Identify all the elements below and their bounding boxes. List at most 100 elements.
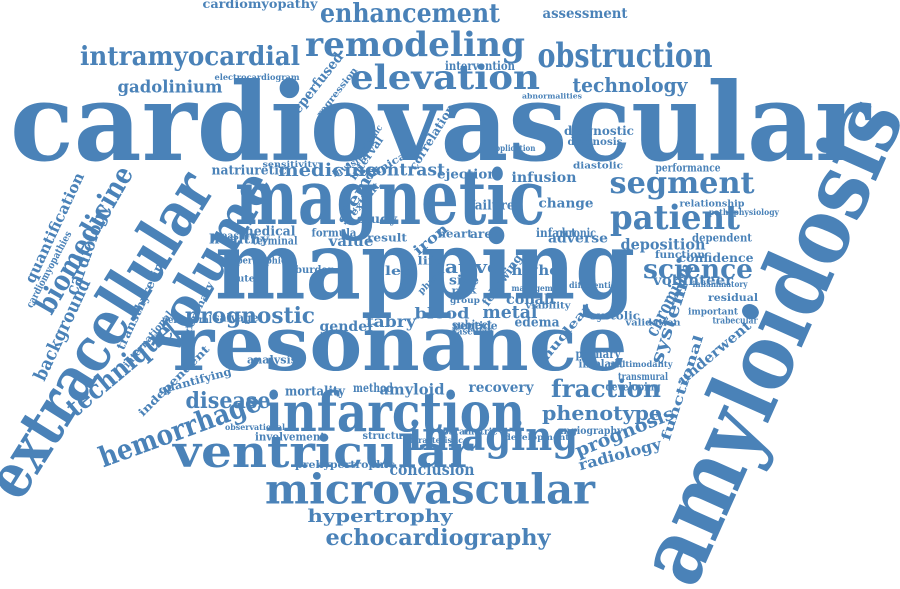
word-sensitivity: sensitivity xyxy=(262,159,318,169)
word-management: management xyxy=(511,283,567,293)
word-inflammatory: inflammatory xyxy=(692,279,748,289)
word-abnormalities: abnormalities xyxy=(522,91,582,101)
word-multimodality: multimodality xyxy=(607,359,673,369)
word-cardiomyopathy: cardiomyopathy xyxy=(202,0,318,11)
word-medicine: medicine xyxy=(278,160,378,181)
word-fraction: fraction xyxy=(551,374,661,403)
word-viability: viability xyxy=(525,301,571,312)
word-important: important xyxy=(688,307,738,318)
word-differential: differential xyxy=(569,280,619,290)
word-technology: technology xyxy=(572,73,688,97)
word-microvascular: microvascular xyxy=(265,465,595,514)
word-edema: edema xyxy=(514,315,560,331)
word-involvement: involvement xyxy=(255,430,325,444)
word-ejection: ejection xyxy=(437,167,497,183)
word-resonance: resonance xyxy=(172,299,628,388)
word-size: size xyxy=(449,273,479,289)
word-salvage: salvage xyxy=(213,311,259,325)
word-diagnosis: diagnosis xyxy=(567,137,623,148)
word-elevation: elevation xyxy=(350,58,540,98)
word-segment: segment xyxy=(609,166,755,201)
word-risk: risk xyxy=(451,286,477,297)
word-chronic: chronic xyxy=(556,226,596,240)
word-cardiovascular: cardiovascular xyxy=(10,60,870,186)
word-enhancement: enhancement xyxy=(320,0,500,29)
word-fabry: fabry xyxy=(366,312,416,331)
word-relationship: relationship xyxy=(679,199,745,210)
word-electrocardiogram: electrocardiogram xyxy=(214,72,300,82)
word-higher: higher xyxy=(511,263,567,279)
word-remodeling: remodeling xyxy=(305,25,525,65)
word-group: group xyxy=(450,295,480,305)
word-study: study xyxy=(357,212,397,226)
word-change: change xyxy=(538,196,594,212)
word-infusion: infusion xyxy=(511,170,577,186)
word-imaging: imaging xyxy=(408,413,578,460)
word-heart: heart xyxy=(437,227,473,241)
word-gender: gender xyxy=(319,319,375,335)
word-validation: validation xyxy=(625,318,681,329)
word-pathophysiology: pathophysiology xyxy=(709,207,779,217)
word-intervention: intervention xyxy=(445,59,515,73)
word-peripheral: peripheral xyxy=(162,315,212,326)
word-area: area xyxy=(470,227,500,241)
word-science: science xyxy=(643,255,753,285)
word-diastolic: diastolic xyxy=(573,161,623,172)
word-metal: metal xyxy=(482,302,538,323)
word-medical: medical xyxy=(240,224,296,240)
word-patient: patient xyxy=(610,198,740,238)
word-intramyocardial: intramyocardial xyxy=(80,42,300,72)
word-prognostic: prognostic xyxy=(185,303,315,329)
word-result: result xyxy=(367,231,407,245)
word-dependent: dependent xyxy=(692,231,752,245)
word-structural: structural xyxy=(362,431,418,442)
word-echocardiography: echocardiography xyxy=(325,525,551,551)
word-volunteer: volunteer xyxy=(653,273,733,289)
word-development: development xyxy=(504,432,570,442)
word-native: native xyxy=(430,257,500,278)
word-mapping: mapping xyxy=(215,210,635,322)
word-trabecular: trabecular xyxy=(712,316,758,327)
word-failure: failure xyxy=(469,198,515,214)
word-healthy: healthy xyxy=(209,232,269,248)
word-performance: performance xyxy=(655,161,721,175)
word-burden: burden xyxy=(295,265,335,276)
word-contrast: contrast xyxy=(365,160,445,181)
word-ventricular: ventricular xyxy=(173,427,473,478)
word-parametric: parametric xyxy=(442,427,498,438)
word-primary: primary xyxy=(575,347,621,361)
word-obstruction: obstruction xyxy=(537,36,713,76)
word-vascular: vascular xyxy=(452,327,492,338)
word-hypertrophy: hypertrophy xyxy=(307,506,453,527)
word-hypertrophic: hypertrophic xyxy=(226,256,286,267)
word-conclusion: conclusion xyxy=(389,460,475,479)
word-method: method xyxy=(353,381,393,395)
word-natriuretic: natriuretic xyxy=(211,163,287,179)
word-value: value xyxy=(328,234,374,250)
word-assessment: assessment xyxy=(542,6,628,22)
word-acute: acute xyxy=(225,274,255,285)
word-analysis: analysis xyxy=(247,353,297,367)
word-gadolinium: gadolinium xyxy=(117,77,223,98)
word-phenotype: phenotype xyxy=(542,401,662,425)
word-life: life xyxy=(417,254,443,268)
word-blood: blood xyxy=(414,304,470,323)
word-diagnostic: diagnostic xyxy=(564,124,634,138)
word-confidence: confidence xyxy=(678,251,754,265)
word-infarct: infarct xyxy=(536,226,576,240)
word-peptide: peptide xyxy=(452,319,498,333)
word-terminal: terminal xyxy=(252,234,298,248)
word-residual: residual xyxy=(708,293,758,304)
word-implant: implant xyxy=(578,357,624,371)
word-subject: subject xyxy=(452,318,492,332)
word-left: left xyxy=(385,264,415,278)
word-formula: formula xyxy=(311,226,357,240)
word-recovery: recovery xyxy=(468,380,534,396)
word-transmural: transmural xyxy=(618,372,668,383)
word-characteristic: characteristic xyxy=(403,435,463,445)
word-function: function xyxy=(655,250,705,261)
word-measure: measure xyxy=(211,229,257,243)
word-deposition: deposition xyxy=(620,235,706,254)
word-prehypertrophic: prehypertrophic xyxy=(295,460,395,471)
